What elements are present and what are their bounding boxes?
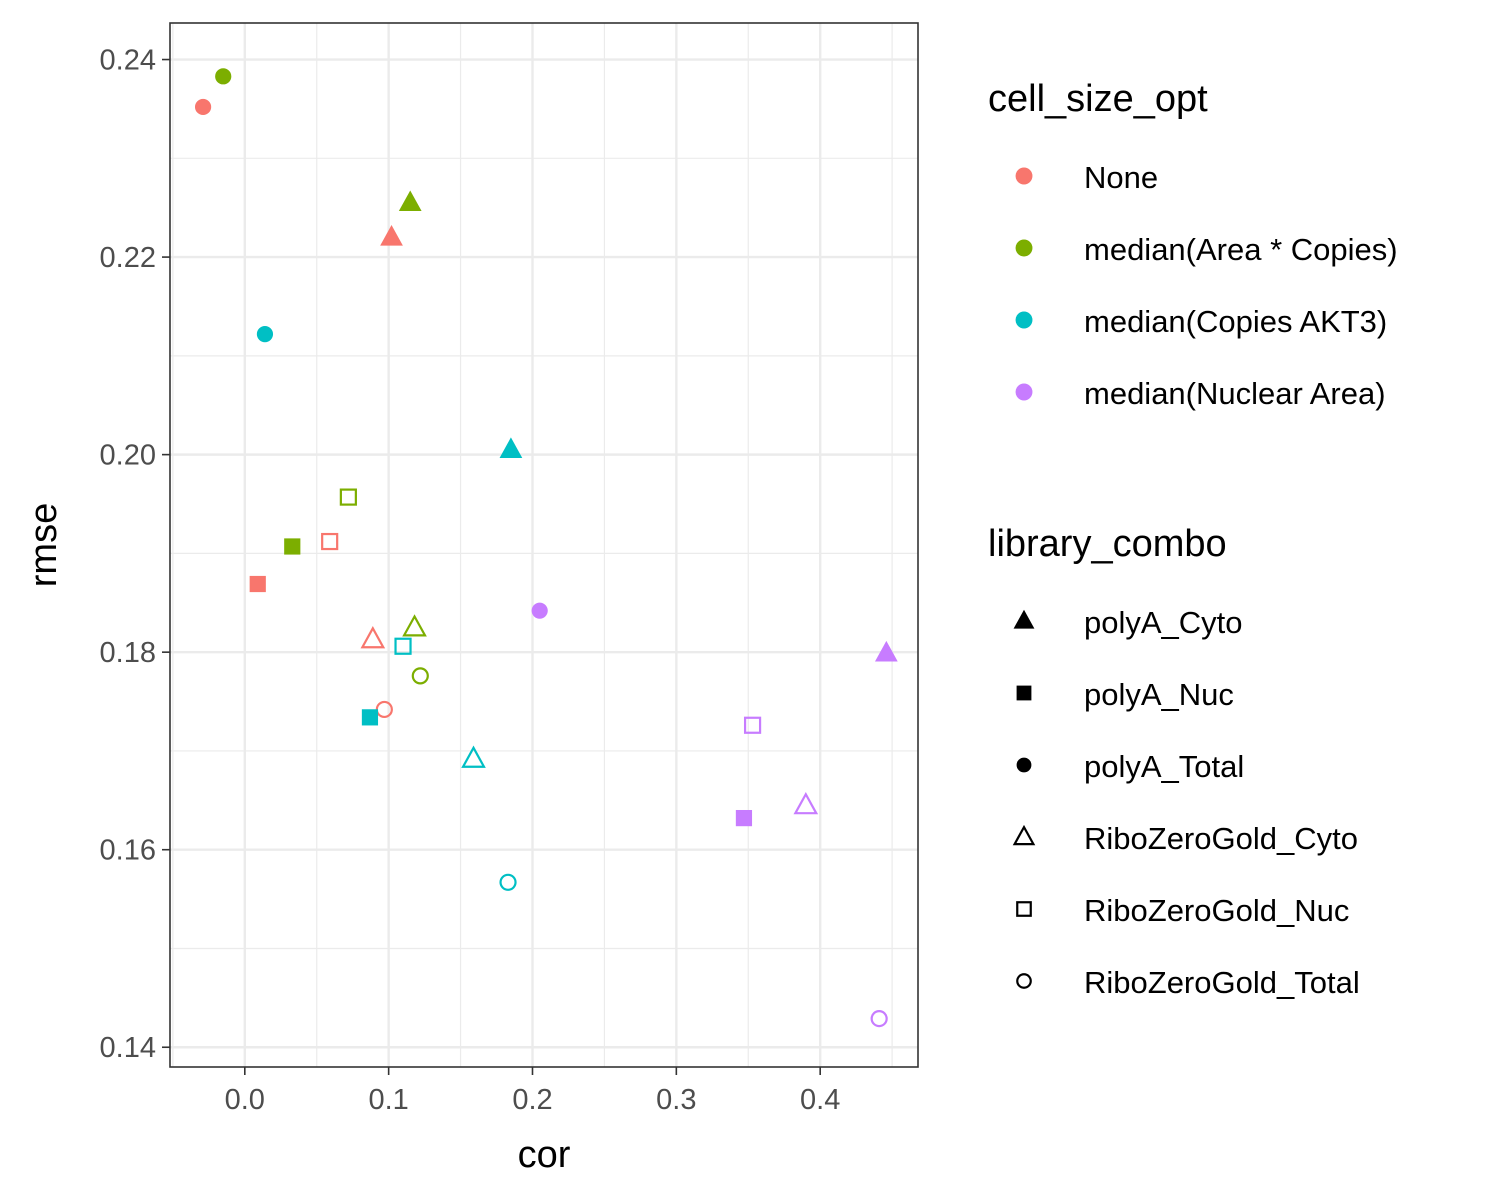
data-point	[793, 791, 819, 815]
data-point	[411, 667, 429, 685]
data-point	[284, 538, 301, 555]
x-tick-label: 0.0	[225, 1084, 265, 1116]
legend-color-entries: None median(Area * Copies) median(Copies A…	[1015, 160, 1398, 411]
data-point	[499, 437, 523, 458]
legend-color: cell_size_opt None median(Area * Copies) m…	[988, 78, 1398, 411]
data-point	[402, 614, 427, 637]
legend-color-label: median(Area * Copies)	[1084, 232, 1398, 267]
data-point	[735, 809, 753, 827]
plot-panel	[170, 23, 918, 1067]
data-point	[360, 626, 386, 649]
x-axis-ticks: 0.0 0.1 0.2 0.3 0.4	[225, 1067, 840, 1116]
data-point	[380, 225, 403, 246]
grid-major	[170, 23, 918, 1067]
data-point	[743, 716, 762, 734]
y-axis-title: rmse	[23, 503, 65, 587]
legend-shape-key	[1016, 973, 1032, 989]
data-point	[256, 326, 274, 343]
x-axis-title: cor	[518, 1134, 571, 1176]
legend-color-title: cell_size_opt	[988, 78, 1208, 120]
y-tick-label: 0.18	[100, 637, 156, 669]
legend-shape-key	[1013, 609, 1035, 629]
data-point	[321, 532, 339, 551]
legend-color-label: median(Nuclear Area)	[1084, 376, 1386, 411]
x-tick-label: 0.2	[512, 1084, 552, 1116]
legend-shape-label: RiboZeroGold_Total	[1084, 965, 1360, 1000]
legend-shape-key	[1016, 685, 1032, 701]
x-tick-label: 0.4	[800, 1084, 840, 1116]
legend-color-key	[1015, 311, 1033, 329]
data-point	[339, 488, 357, 506]
legend-shape-entries: polyA_Cyto polyA_Nuc polyA_Total RiboZeroGo…	[1012, 605, 1360, 1000]
data-point	[361, 709, 379, 726]
legend-shape-label: RiboZeroGold_Nuc	[1084, 893, 1349, 928]
data-point	[215, 68, 232, 85]
legend-shape-key	[1016, 757, 1032, 773]
x-tick-label: 0.3	[656, 1084, 696, 1116]
grid-minor	[170, 23, 918, 1067]
legend-shape-key	[1012, 824, 1036, 846]
legend-color-label: median(Copies AKT3)	[1084, 304, 1387, 339]
data-point	[874, 640, 898, 662]
y-tick-label: 0.20	[100, 440, 156, 472]
legend-shape-label: polyA_Total	[1084, 749, 1244, 784]
data-point	[499, 873, 517, 891]
legend-shape-label: polyA_Cyto	[1084, 605, 1243, 640]
data-point	[394, 637, 412, 655]
data-point	[249, 575, 266, 593]
data-point	[461, 745, 486, 768]
legend-shape-title: library_combo	[988, 523, 1227, 565]
data-point	[870, 1010, 888, 1028]
y-tick-label: 0.24	[100, 45, 156, 77]
y-axis-ticks: 0.14 0.16 0.18 0.20 0.22 0.24	[100, 45, 170, 1064]
legend-shape-key	[1016, 901, 1032, 917]
data-points	[194, 68, 898, 1028]
legend-shape: library_combo polyA_Cyto polyA_Nuc polyA_T…	[988, 523, 1360, 1000]
x-tick-label: 0.1	[368, 1084, 408, 1116]
y-tick-label: 0.14	[100, 1032, 156, 1064]
legend-color-key	[1015, 167, 1033, 185]
y-tick-label: 0.16	[100, 835, 156, 867]
legend-shape-label: RiboZeroGold_Cyto	[1084, 821, 1358, 856]
data-point	[398, 190, 422, 212]
legend-color-key	[1015, 383, 1033, 401]
legend-color-key	[1015, 239, 1033, 257]
data-point	[194, 98, 212, 116]
plot-border	[169, 22, 919, 1068]
legend-color-label: None	[1084, 160, 1158, 195]
data-point	[531, 602, 548, 619]
legend-shape-label: polyA_Nuc	[1084, 677, 1234, 712]
y-tick-label: 0.22	[100, 242, 156, 274]
